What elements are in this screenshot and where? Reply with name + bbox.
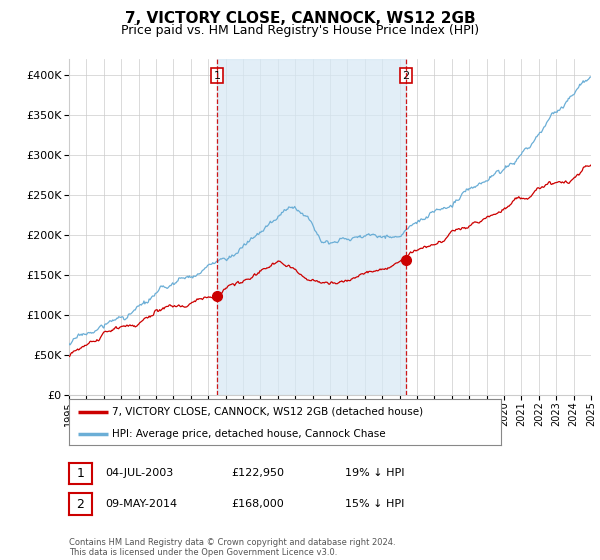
Text: 2: 2 xyxy=(76,497,85,511)
Text: HPI: Average price, detached house, Cannock Chase: HPI: Average price, detached house, Cann… xyxy=(112,429,386,438)
Bar xyxy=(217,59,406,395)
Text: 19% ↓ HPI: 19% ↓ HPI xyxy=(345,468,404,478)
Text: Contains HM Land Registry data © Crown copyright and database right 2024.
This d: Contains HM Land Registry data © Crown c… xyxy=(69,538,395,557)
Text: 15% ↓ HPI: 15% ↓ HPI xyxy=(345,499,404,509)
Text: 1: 1 xyxy=(214,71,220,81)
Text: Price paid vs. HM Land Registry's House Price Index (HPI): Price paid vs. HM Land Registry's House … xyxy=(121,24,479,36)
Text: 7, VICTORY CLOSE, CANNOCK, WS12 2GB: 7, VICTORY CLOSE, CANNOCK, WS12 2GB xyxy=(125,11,475,26)
Text: 2: 2 xyxy=(403,71,409,81)
Text: £122,950: £122,950 xyxy=(231,468,284,478)
Text: 04-JUL-2003: 04-JUL-2003 xyxy=(105,468,173,478)
Text: 09-MAY-2014: 09-MAY-2014 xyxy=(105,499,177,509)
Text: £168,000: £168,000 xyxy=(231,499,284,509)
Text: 7, VICTORY CLOSE, CANNOCK, WS12 2GB (detached house): 7, VICTORY CLOSE, CANNOCK, WS12 2GB (det… xyxy=(112,407,424,417)
Text: 1: 1 xyxy=(76,466,85,480)
